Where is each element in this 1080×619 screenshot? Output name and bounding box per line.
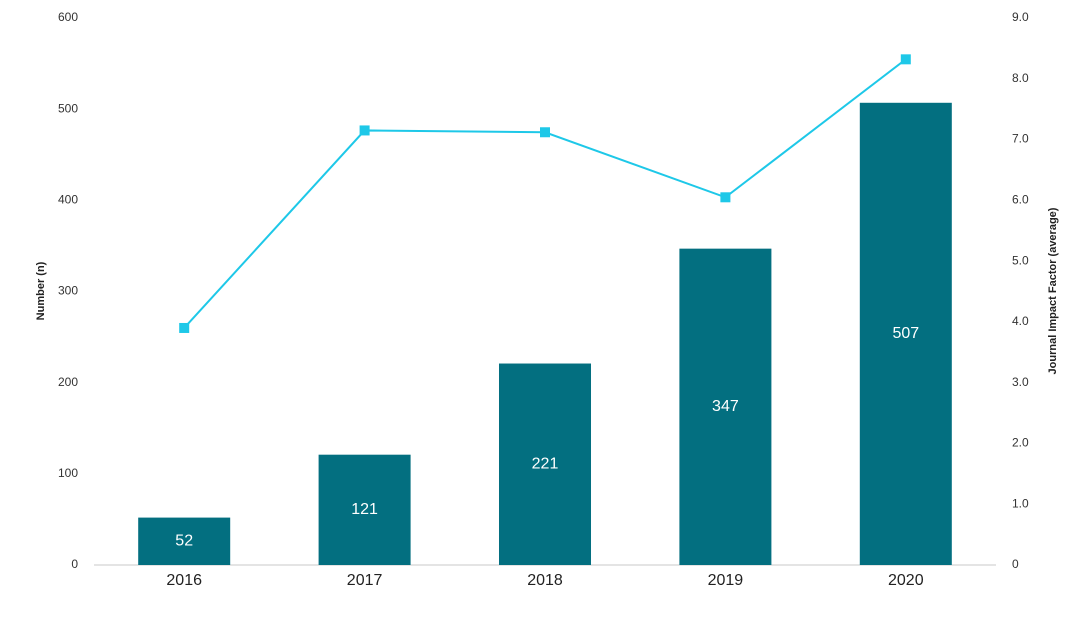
y2-tick-label: 5.0 xyxy=(1012,253,1029,267)
y2-tick-label: 9.0 xyxy=(1012,10,1029,24)
bar xyxy=(859,102,952,565)
y-tick-label: 200 xyxy=(58,375,78,389)
value-label: 507 xyxy=(892,325,919,342)
y2-axis-title: Journal Impact Factor (average) xyxy=(1047,207,1059,374)
x-tick-label: 2017 xyxy=(347,572,383,589)
y-tick-label: 400 xyxy=(58,193,78,207)
line xyxy=(183,58,907,329)
marker xyxy=(900,54,911,65)
y-tick-label: 600 xyxy=(58,10,78,24)
y-axis-title: Number (n) xyxy=(35,261,47,320)
marker xyxy=(720,192,731,203)
x-tick-label: 2016 xyxy=(166,572,202,589)
x-tick-label: 2020 xyxy=(888,572,924,589)
x-tick-label: 2018 xyxy=(527,572,563,589)
marker xyxy=(179,322,190,333)
value-label: 52 xyxy=(175,533,193,550)
y2-tick-label: 2.0 xyxy=(1012,436,1029,450)
y2-tick-label: 1.0 xyxy=(1012,496,1029,510)
y2-tick-label: 3.0 xyxy=(1012,375,1029,389)
y2-tick-label: 0 xyxy=(1012,557,1019,571)
y-tick-label: 500 xyxy=(58,101,78,115)
value-label: 347 xyxy=(712,398,739,415)
y2-tick-label: 4.0 xyxy=(1012,314,1029,328)
x-tick-label: 2019 xyxy=(708,572,744,589)
y2-tick-label: 7.0 xyxy=(1012,132,1029,146)
value-label: 221 xyxy=(532,455,559,472)
bar xyxy=(138,517,231,565)
bar xyxy=(679,248,772,565)
marker xyxy=(540,127,550,138)
y-tick-label: 100 xyxy=(58,466,78,480)
y-tick-label: 300 xyxy=(58,284,78,298)
y2-tick-label: 8.0 xyxy=(1012,71,1029,85)
value-label: 121 xyxy=(351,501,378,518)
marker xyxy=(359,125,370,136)
y-tick-label: 0 xyxy=(71,557,78,571)
bar xyxy=(498,363,592,565)
y2-tick-label: 6.0 xyxy=(1012,193,1029,207)
bar xyxy=(318,454,411,565)
